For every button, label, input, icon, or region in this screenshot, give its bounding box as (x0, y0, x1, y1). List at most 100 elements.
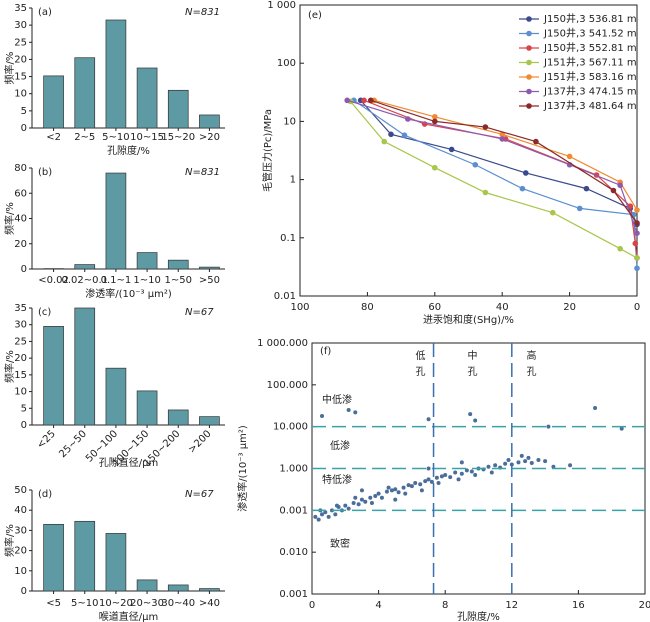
legend-marker (526, 45, 532, 51)
data-point (388, 131, 394, 138)
data-point (432, 113, 438, 120)
x-tick-label: 8 (442, 600, 448, 611)
y-tick-label: 0.001 (279, 505, 308, 516)
data-point (469, 469, 474, 474)
y-tick-label: 10 (14, 387, 27, 398)
region-label: 特低渗 (322, 473, 352, 486)
bar (105, 172, 127, 270)
x-tick-label: <5 (46, 598, 61, 609)
data-point (389, 488, 394, 493)
data-point (456, 477, 461, 482)
data-point (468, 412, 473, 417)
x-tick-label: 20~30 (130, 598, 164, 609)
sample-count: N=67 (185, 307, 214, 318)
data-point (376, 491, 381, 496)
x-tick-label: 5~10 (71, 598, 98, 609)
data-point (426, 466, 431, 471)
x-tick-label: 20 (563, 302, 576, 313)
x-tick-label: 1~50 (165, 275, 192, 286)
data-point (434, 475, 439, 480)
y-tick-label: 25 (14, 336, 27, 347)
y-tick-label: 0 (21, 586, 27, 597)
data-point (326, 514, 331, 519)
data-point (405, 116, 411, 122)
data-point (503, 461, 508, 466)
legend-label: J151井,3 567.11 m (543, 56, 637, 69)
data-point (313, 514, 318, 519)
region-label: 高孔 (524, 349, 536, 382)
legend-label: J150井,3 541.52 m (543, 27, 637, 40)
series-line (353, 99, 638, 269)
legend-label: J137井,3 481.64 m (543, 99, 637, 112)
data-point (448, 475, 453, 480)
x-tick-label: 0 (634, 302, 640, 313)
data-point (482, 124, 489, 130)
bar (136, 579, 158, 592)
y-tick-label: 20 (14, 353, 27, 364)
x-tick-label: 0 (309, 600, 315, 611)
data-point (634, 220, 640, 226)
x-tick-label: <2 (46, 132, 61, 143)
data-point (406, 483, 411, 488)
data-point (351, 500, 356, 505)
x-tick-label: 16 (572, 600, 585, 611)
y-axis-title: 频率/% (3, 524, 16, 557)
x-tick-label: 5~10 (102, 132, 129, 143)
region-label: 中低渗 (322, 393, 352, 406)
x-tick-label: 60 (428, 302, 441, 313)
data-point (617, 182, 623, 189)
series-line (347, 99, 638, 234)
data-point (363, 499, 368, 504)
y-tick-label: 20 (14, 239, 27, 250)
bar (105, 19, 127, 129)
data-point (418, 482, 423, 487)
x-tick-label: 0.02~0.1 (61, 275, 108, 286)
y-tick-label: 30 (14, 320, 27, 331)
y-tick-label: 5 (21, 106, 27, 117)
data-point (432, 118, 438, 125)
data-point (486, 464, 491, 469)
y-tick-label: 0.001 (279, 589, 308, 600)
y-tick-label: 0 (21, 264, 27, 275)
data-point (359, 488, 364, 493)
data-point (368, 495, 373, 500)
data-point (634, 265, 640, 272)
data-point (369, 500, 374, 505)
data-point (533, 138, 539, 145)
data-point (323, 510, 328, 515)
data-point (549, 209, 556, 216)
data-point (619, 426, 624, 431)
bar (43, 523, 64, 592)
data-point (403, 491, 408, 496)
region-label: 低孔 (413, 349, 425, 382)
legend-label: J151井,3 583.16 m (543, 70, 637, 83)
region-label: 致密 (330, 537, 350, 550)
y-axis-title: 频率/% (3, 52, 16, 85)
y-axis-title: 频率/% (3, 350, 16, 383)
data-point (519, 453, 524, 458)
series-line (350, 101, 638, 259)
x-tick-label: 40 (496, 302, 509, 313)
y-tick-label: 0.010 (279, 547, 308, 558)
data-point (396, 490, 401, 495)
data-point (634, 207, 640, 213)
data-point (361, 97, 367, 104)
data-point (379, 495, 384, 500)
data-point (522, 170, 529, 176)
x-tick-label: 15~20 (161, 132, 195, 143)
data-point (401, 485, 406, 490)
data-point (568, 463, 573, 468)
data-point (610, 187, 617, 194)
data-point (489, 470, 494, 475)
data-point (506, 457, 511, 462)
y-tick-label: 0 (21, 420, 27, 431)
data-point (593, 405, 598, 410)
panel-label: (a) (38, 7, 52, 18)
data-point (453, 470, 458, 475)
y-tick-label: 40 (14, 505, 27, 516)
data-point (529, 461, 534, 466)
y-tick-label: 80 (14, 163, 27, 174)
y-tick-label: 20 (14, 54, 27, 65)
bar (105, 367, 127, 426)
